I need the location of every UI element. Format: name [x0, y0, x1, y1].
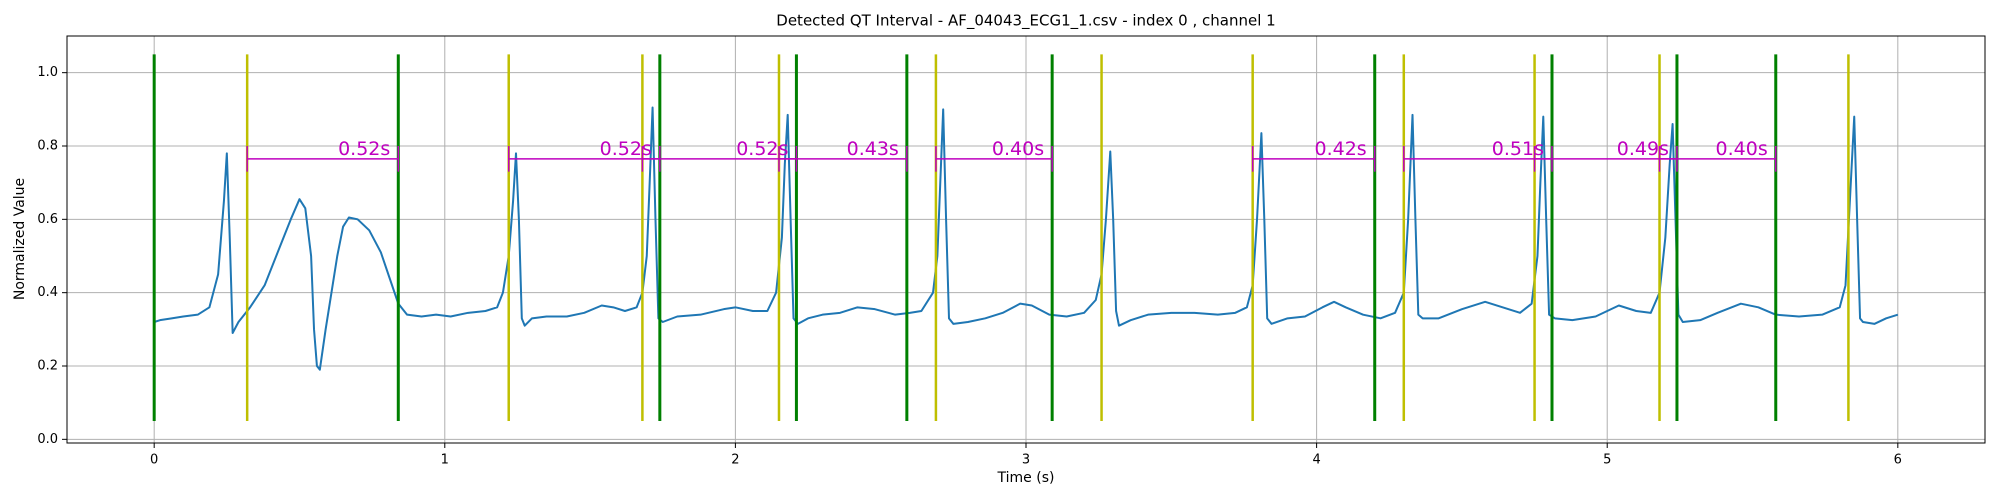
qt-interval-label: 0.40s: [1716, 138, 1768, 160]
y-tick-label: 0.0: [37, 432, 58, 447]
qt-interval-label: 0.42s: [1315, 138, 1367, 160]
x-tick-label: 3: [1022, 453, 1030, 468]
qt-interval-label: 0.49s: [1617, 138, 1669, 160]
chart-title: Detected QT Interval - AF_04043_ECG1_1.c…: [776, 12, 1275, 31]
y-axis-label: Normalized Value: [12, 178, 28, 300]
x-tick-label: 1: [441, 453, 449, 468]
y-tick-label: 0.6: [37, 212, 58, 227]
qt-interval-label: 0.52s: [600, 138, 652, 160]
y-tick-label: 0.4: [37, 285, 58, 300]
signal-line: [153, 106, 1899, 371]
qt-interval-label: 0.43s: [847, 138, 899, 160]
y-tick-label: 1.0: [37, 65, 58, 80]
qt-interval-label: 0.51s: [1492, 138, 1544, 160]
qt-interval-label: 0.52s: [338, 138, 390, 160]
x-tick-label: 5: [1603, 453, 1611, 468]
y-tick-label: 0.8: [37, 139, 58, 154]
x-tick-label: 4: [1312, 453, 1320, 468]
y-tick-label: 0.2: [37, 359, 58, 374]
x-tick-label: 6: [1894, 453, 1902, 468]
x-axis-label: Time (s): [997, 470, 1055, 486]
x-tick-label: 2: [731, 453, 739, 468]
qt-interval-label: 0.40s: [992, 138, 1044, 160]
x-tick-label: 0: [150, 453, 158, 468]
qt-interval-label: 0.52s: [736, 138, 788, 160]
plot-frame: [66, 35, 1986, 444]
